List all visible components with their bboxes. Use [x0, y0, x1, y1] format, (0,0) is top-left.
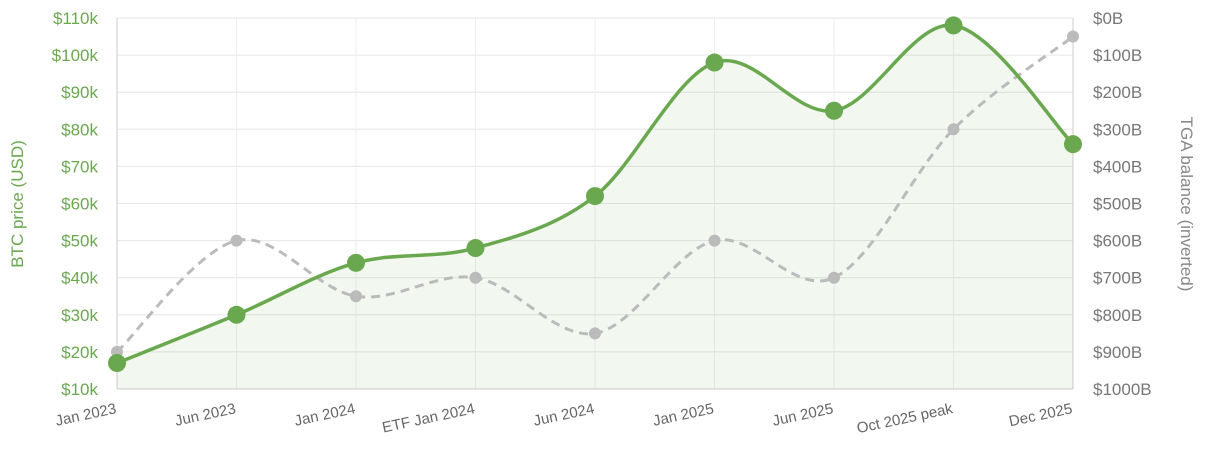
y-left-tick-label: $110k: [53, 9, 99, 28]
y-right-tick-label: $500B: [1093, 195, 1142, 214]
y-left-tick-label: $10k: [61, 380, 98, 399]
x-tick-label: Jun 2023: [173, 400, 237, 429]
y-right-tick-label: $300B: [1093, 120, 1142, 139]
tga-point: [828, 271, 840, 284]
x-tick-label: Jan 2023: [54, 400, 118, 429]
btc-point: [705, 53, 724, 72]
btc-point: [1064, 135, 1082, 154]
y-right-tick-label: $800B: [1093, 306, 1142, 325]
x-tick-label: Dec 2025: [1007, 400, 1073, 430]
y-left-tick-label: $80k: [61, 120, 98, 139]
x-tick-label: Jun 2025: [771, 400, 835, 429]
y-left-tick-label: $50k: [61, 232, 98, 251]
y-right-tick-label: $1000B: [1093, 380, 1152, 399]
y-right-tick-label: $700B: [1093, 269, 1142, 288]
x-tick-label: Jan 2024: [293, 400, 357, 429]
btc-point: [466, 239, 485, 258]
btc-point: [227, 305, 246, 324]
y-left-tick-labels: $10k $20k $30k $40k $50k $60k $70k $80k $90k $100…: [52, 9, 99, 399]
y-right-tick-label: $400B: [1093, 157, 1142, 176]
y-right-tick-labels: $0B $100B $200B $300B $400B $500B $600B $700B $8…: [1093, 9, 1152, 399]
y-right-tick-label: $0B: [1093, 9, 1123, 28]
y-right-tick-label: $100B: [1093, 46, 1142, 65]
x-tick-label: Jan 2025: [651, 400, 715, 429]
y-left-tick-label: $30k: [61, 306, 98, 325]
tga-point: [947, 123, 960, 136]
tga-point: [589, 327, 601, 340]
y-right-tick-label: $600B: [1093, 232, 1142, 251]
series-points: [108, 16, 1082, 373]
x-tick-label: Oct 2025 peak: [855, 400, 954, 437]
btc-point: [825, 101, 843, 120]
btc-point: [108, 354, 126, 373]
btc-line: [116, 23, 1075, 365]
x-tick-labels: Jan 2023 Jun 2023 Jan 2024 ETF Jan 2024 Jun …: [54, 400, 1074, 437]
y-left-axis-title: BTC price (USD): [8, 140, 27, 268]
tga-point: [469, 271, 482, 284]
y-left-tick-label: $90k: [61, 83, 98, 102]
y-left-tick-label: $20k: [61, 343, 98, 362]
y-right-tick-label: $200B: [1093, 83, 1142, 102]
x-tick-label: ETF Jan 2024: [381, 400, 477, 436]
tga-point: [230, 234, 243, 247]
y-left-tick-label: $100k: [52, 46, 99, 65]
tga-point: [350, 290, 362, 303]
tga-point: [708, 234, 721, 247]
x-tick-label: Jun 2024: [532, 400, 596, 429]
btc-point: [347, 253, 365, 272]
tga-point: [1067, 30, 1079, 43]
y-left-tick-label: $60k: [61, 195, 98, 214]
y-left-tick-label: $70k: [61, 157, 98, 176]
btc-point: [944, 16, 963, 35]
btc-point: [586, 187, 604, 206]
y-right-tick-label: $900B: [1093, 343, 1142, 362]
y-right-axis-title: TGA balance (inverted): [1177, 117, 1196, 292]
y-left-tick-label: $40k: [61, 269, 98, 288]
